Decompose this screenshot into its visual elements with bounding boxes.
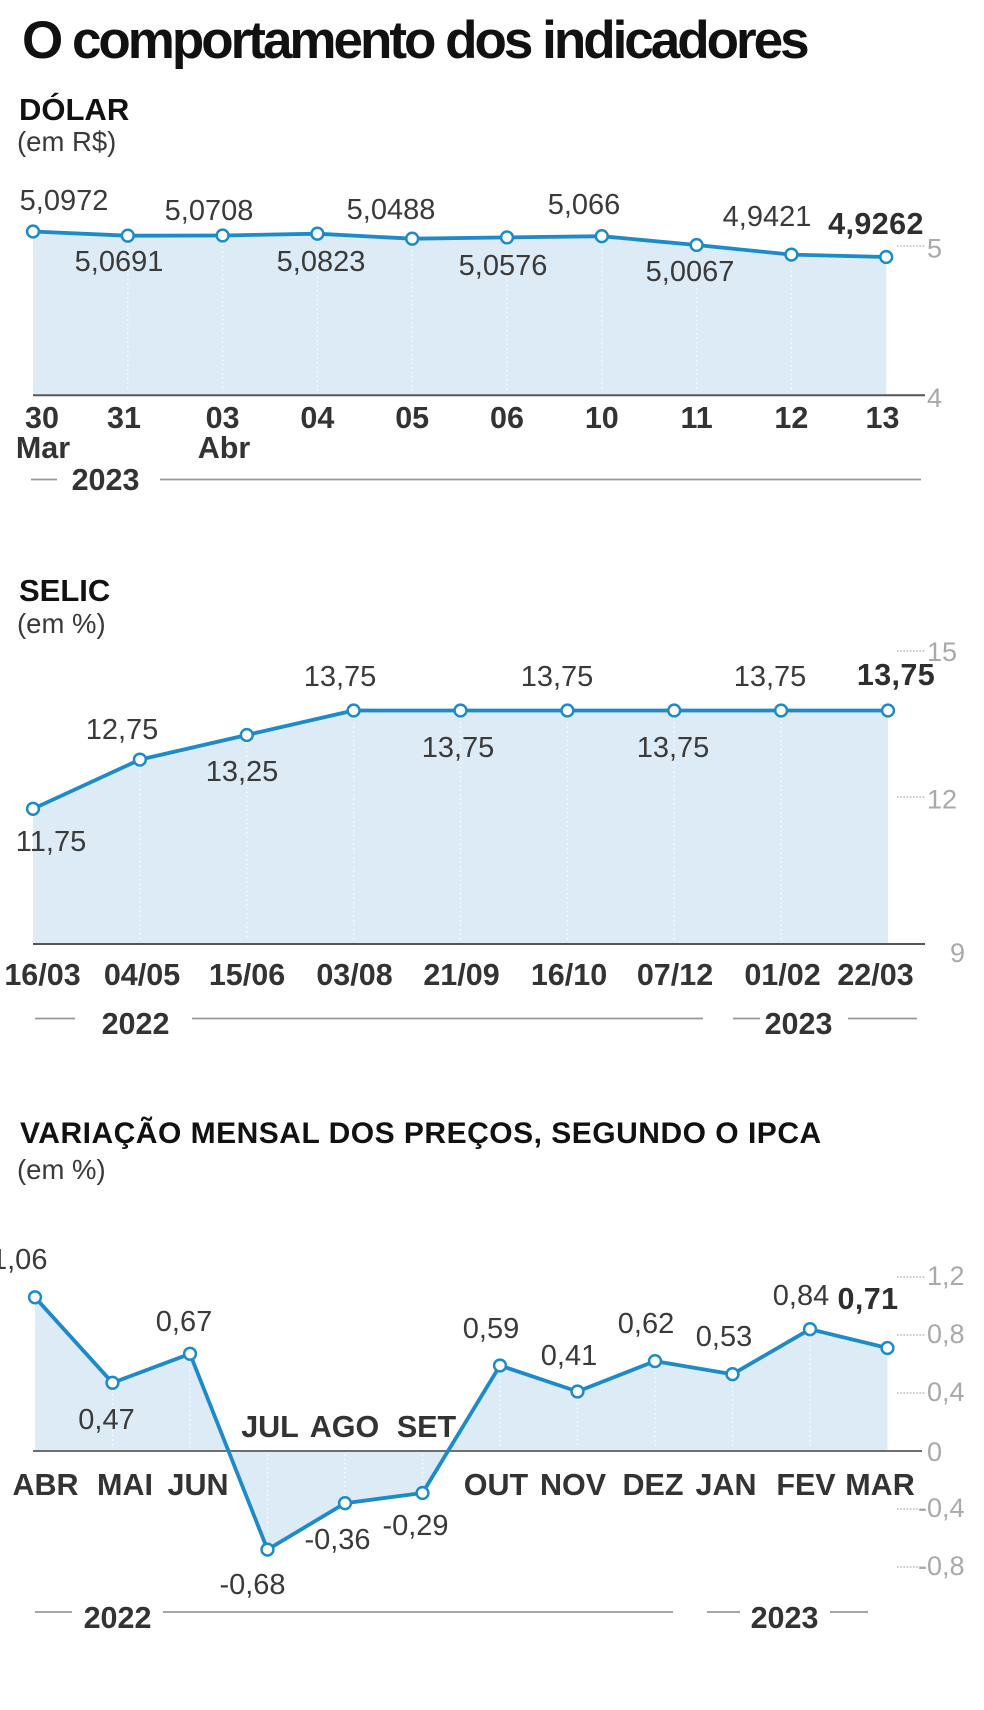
svg-text:0,53: 0,53: [696, 1321, 752, 1353]
svg-text:JUN: JUN: [167, 1468, 228, 1502]
svg-text:5,0691: 5,0691: [75, 246, 164, 278]
svg-text:11,75: 11,75: [16, 826, 86, 858]
svg-text:ABR: ABR: [12, 1468, 78, 1502]
svg-text:5,066: 5,066: [548, 189, 621, 221]
svg-text:21/09: 21/09: [423, 958, 499, 992]
svg-text:5,0708: 5,0708: [165, 195, 254, 227]
svg-text:4,9262: 4,9262: [828, 207, 924, 241]
svg-text:JUL: JUL: [241, 1410, 299, 1444]
svg-text:13,25: 13,25: [206, 756, 279, 788]
svg-text:4: 4: [927, 383, 942, 413]
svg-text:06: 06: [490, 401, 524, 435]
svg-text:OUT: OUT: [464, 1468, 529, 1502]
svg-text:13: 13: [866, 401, 900, 435]
svg-text:13,75: 13,75: [422, 732, 495, 764]
svg-text:5: 5: [927, 234, 942, 264]
svg-text:Abr: Abr: [198, 431, 251, 465]
svg-text:0,8: 0,8: [927, 1319, 965, 1349]
svg-text:5,0972: 5,0972: [20, 185, 109, 217]
svg-text:5,0823: 5,0823: [277, 246, 366, 278]
svg-text:13,75: 13,75: [304, 661, 377, 693]
svg-text:13,75: 13,75: [857, 658, 935, 692]
svg-text:MAR: MAR: [845, 1468, 914, 1502]
svg-text:1,06: 1,06: [0, 1244, 47, 1276]
svg-text:13,75: 13,75: [637, 732, 710, 764]
svg-text:15/06: 15/06: [209, 958, 285, 992]
svg-text:12: 12: [774, 401, 808, 435]
svg-text:-0,8: -0,8: [918, 1551, 965, 1581]
svg-text:0,41: 0,41: [541, 1340, 597, 1372]
svg-text:SELIC: SELIC: [19, 573, 110, 608]
svg-text:1,2: 1,2: [927, 1261, 965, 1291]
svg-text:Mar: Mar: [16, 431, 70, 465]
svg-text:-0,68: -0,68: [219, 1569, 285, 1601]
svg-text:2023: 2023: [765, 1007, 833, 1041]
svg-text:2022: 2022: [102, 1007, 170, 1041]
svg-text:12: 12: [927, 785, 957, 815]
svg-text:12,75: 12,75: [86, 714, 159, 746]
svg-text:2023: 2023: [72, 463, 140, 497]
svg-text:03: 03: [206, 401, 240, 435]
svg-text:5,0488: 5,0488: [347, 194, 436, 226]
svg-text:MAI: MAI: [97, 1468, 153, 1502]
svg-text:0,59: 0,59: [463, 1313, 519, 1345]
svg-text:2023: 2023: [751, 1601, 819, 1635]
svg-text:VARIAÇÃO MENSAL DOS PREÇOS, SE: VARIAÇÃO MENSAL DOS PREÇOS, SEGUNDO O IP…: [20, 1116, 822, 1150]
svg-text:0,4: 0,4: [927, 1377, 965, 1407]
svg-text:JAN: JAN: [695, 1468, 756, 1502]
svg-text:-0,36: -0,36: [304, 1524, 370, 1556]
svg-text:0,47: 0,47: [78, 1404, 134, 1436]
svg-text:0,62: 0,62: [618, 1308, 674, 1340]
svg-text:5,0067: 5,0067: [646, 256, 735, 288]
svg-text:0: 0: [927, 1437, 942, 1467]
svg-text:03/08: 03/08: [316, 958, 392, 992]
svg-text:15: 15: [927, 637, 957, 667]
svg-text:30: 30: [25, 401, 59, 435]
svg-text:31: 31: [107, 401, 141, 435]
svg-text:22/03: 22/03: [837, 958, 913, 992]
svg-text:16/10: 16/10: [531, 958, 607, 992]
svg-text:-0,29: -0,29: [382, 1510, 448, 1542]
svg-text:DÓLAR: DÓLAR: [19, 91, 129, 127]
svg-text:10: 10: [585, 401, 619, 435]
svg-text:07/12: 07/12: [637, 958, 713, 992]
svg-text:04: 04: [300, 401, 334, 435]
svg-text:-0,4: -0,4: [918, 1493, 965, 1523]
svg-text:9: 9: [950, 938, 965, 968]
svg-text:11: 11: [680, 401, 712, 435]
svg-text:(em %): (em %): [17, 608, 106, 639]
svg-text:0,84: 0,84: [773, 1280, 829, 1312]
svg-text:16/03: 16/03: [4, 958, 80, 992]
svg-text:DEZ: DEZ: [623, 1468, 684, 1502]
svg-text:AGO: AGO: [310, 1410, 379, 1444]
svg-text:NOV: NOV: [540, 1468, 607, 1502]
svg-text:(em %): (em %): [17, 1154, 106, 1185]
svg-text:01/02: 01/02: [744, 958, 820, 992]
svg-text:(em R$): (em R$): [17, 126, 116, 157]
svg-text:SET: SET: [397, 1410, 457, 1444]
svg-text:13,75: 13,75: [734, 661, 807, 693]
svg-text:FEV: FEV: [776, 1468, 836, 1502]
svg-text:04/05: 04/05: [104, 958, 180, 992]
svg-text:4,9421: 4,9421: [723, 201, 812, 233]
svg-text:13,75: 13,75: [521, 661, 594, 693]
svg-text:O comportamento dos indicadore: O comportamento dos indicadores: [22, 11, 808, 70]
svg-text:2022: 2022: [84, 1601, 152, 1635]
svg-text:05: 05: [395, 401, 429, 435]
svg-text:0,71: 0,71: [838, 1282, 899, 1316]
svg-text:5,0576: 5,0576: [459, 250, 548, 282]
svg-text:0,67: 0,67: [156, 1306, 212, 1338]
